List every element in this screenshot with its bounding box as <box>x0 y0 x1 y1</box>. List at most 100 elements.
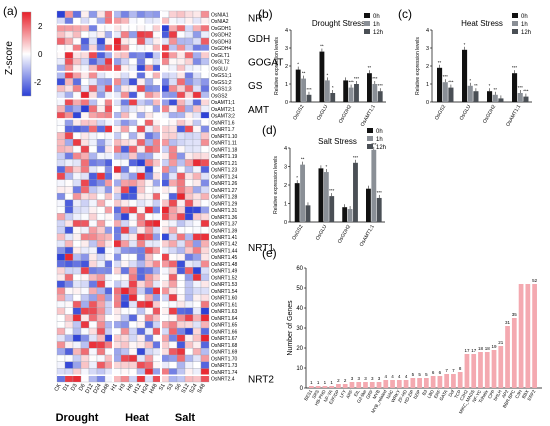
heatmap-cell <box>160 31 170 39</box>
bar <box>363 382 368 388</box>
heatmap-cell <box>80 361 90 369</box>
heatmap-cell <box>64 31 74 39</box>
row-label: OsGDH1 <box>211 26 232 32</box>
heatmap-cell <box>104 31 114 39</box>
heatmap-cell <box>128 172 138 180</box>
heatmap-cell <box>152 273 162 281</box>
significance-mark: *** <box>518 85 524 90</box>
heatmap-cell <box>144 91 154 99</box>
bar <box>330 93 336 102</box>
heatmap-cell <box>128 307 138 315</box>
heatmap-cell <box>104 375 114 383</box>
category-label: GATA <box>438 389 448 402</box>
heatmap-cell <box>80 219 90 228</box>
heatmap-cell <box>184 361 194 369</box>
heatmap-cell <box>104 294 114 302</box>
heatmap-cell <box>120 321 130 329</box>
heatmap-cell <box>184 307 194 315</box>
row-label: OsNRT1.74 <box>211 370 238 376</box>
heatmap-cell <box>192 314 202 322</box>
heatmap-cell <box>184 112 194 120</box>
heatmap-cell <box>104 37 114 45</box>
heatmap-cell <box>104 321 114 329</box>
heatmap-cell <box>152 179 162 187</box>
category-label: C3H <box>514 389 523 399</box>
heatmap-cell <box>184 51 194 59</box>
heatmap-cell <box>72 71 82 79</box>
heatmap-cell <box>144 192 154 201</box>
heatmap-cell <box>88 327 98 335</box>
category-label: ZF-HD <box>397 388 408 403</box>
category-label: OsGDH2 <box>338 104 353 125</box>
heatmap-cell <box>160 24 170 32</box>
heatmap-cell <box>184 64 194 72</box>
heatmap-cell <box>120 192 130 201</box>
heatmap-cell <box>160 307 170 315</box>
heatmap-cell <box>88 213 98 221</box>
heatmap-cell <box>152 98 162 106</box>
heatmap-cell <box>88 294 98 302</box>
heatmap-cell <box>96 267 106 275</box>
heatmap-cell <box>104 91 114 99</box>
heatmap-cell <box>96 71 106 79</box>
heatmap-cell <box>64 139 74 147</box>
category-label: OsAMT1;1 <box>360 104 377 128</box>
heatmap-cell <box>56 307 66 315</box>
heatmap-cell <box>56 294 66 302</box>
data-label: 5 <box>412 372 415 377</box>
colorbar: Z-score 2 0 -2 <box>4 11 43 97</box>
heatmap-cell <box>80 294 90 302</box>
heatmap-cell <box>136 294 146 302</box>
heatmap-cell <box>80 368 90 376</box>
heatmap-cell <box>200 98 210 106</box>
category-label: OsGS2 <box>434 104 448 121</box>
data-label: 4 <box>398 374 401 379</box>
heatmap-cell <box>192 51 202 59</box>
column-label: S3 <box>166 383 175 392</box>
heatmap-cell <box>136 287 146 295</box>
heatmap-cell <box>104 139 114 147</box>
heatmap-cell <box>184 85 194 93</box>
heatmap-cell <box>128 37 138 45</box>
heatmap-cell <box>136 246 146 254</box>
significance-mark: ** <box>302 71 306 76</box>
heatmap-cell <box>96 206 106 214</box>
heatmap-cell <box>184 199 194 207</box>
heatmap-cell <box>72 334 82 342</box>
heatmap-cell <box>88 314 98 322</box>
heatmap-cell <box>88 37 98 45</box>
column-label: S12 <box>181 383 191 394</box>
heatmap-cell <box>56 280 66 288</box>
heatmap-cell <box>192 118 202 126</box>
heatmap-cell <box>144 219 154 228</box>
heatmap-cell <box>144 294 154 302</box>
heatmap-cell <box>96 233 106 241</box>
heatmap-cell <box>136 280 146 288</box>
heatmap-cell <box>112 10 122 18</box>
data-label: 6 <box>432 370 435 375</box>
data-label: 4 <box>385 374 388 379</box>
heatmap-cell <box>176 246 186 254</box>
heatmap-cell <box>88 368 98 376</box>
heatmap-cell <box>160 98 170 106</box>
bar <box>478 352 483 388</box>
heatmap-cell <box>200 125 210 133</box>
heatmap-cell <box>168 219 178 228</box>
heatmap-cell <box>128 98 138 106</box>
heatmap-cell <box>112 321 122 329</box>
heatmap-cell <box>56 37 66 45</box>
heatmap-cell <box>96 348 106 356</box>
heatmap-cell <box>128 253 138 261</box>
row-label: OsNRT1.42 <box>211 242 238 248</box>
heatmap-cell <box>104 64 114 72</box>
data-label: 17 <box>464 348 470 353</box>
heatmap-cell <box>192 327 202 335</box>
heatmap-cell <box>128 321 138 329</box>
heatmap-cell <box>120 85 130 93</box>
heatmap-cell <box>128 260 138 268</box>
heatmap-cell <box>192 132 202 140</box>
heatmap-cell <box>184 368 194 376</box>
heatmap-cell <box>128 31 138 39</box>
heatmap-cell <box>104 159 114 167</box>
heatmap-cell <box>112 186 122 194</box>
